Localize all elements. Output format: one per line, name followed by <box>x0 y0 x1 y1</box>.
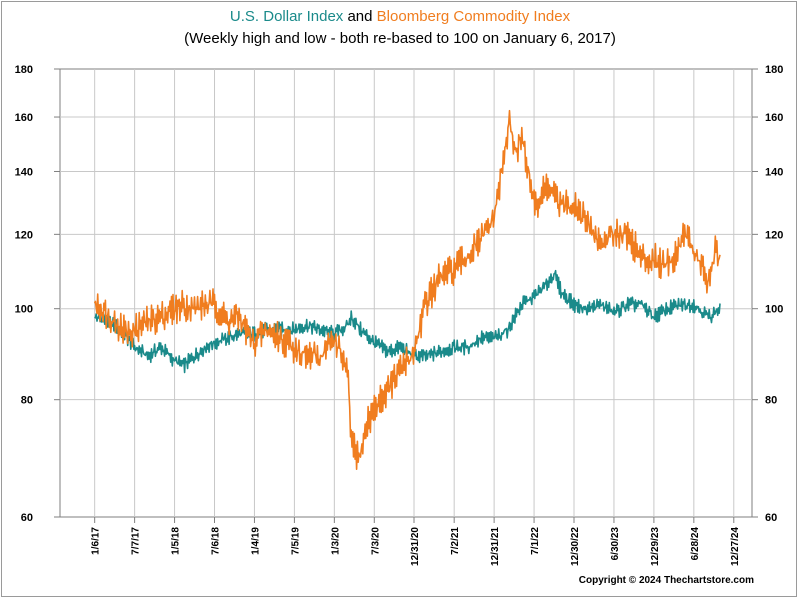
y-tick-label-left: 160 <box>15 112 33 124</box>
x-tick-label: 1/6/17 <box>91 527 102 555</box>
y-axis-right: 60 80 100 120 140 160 180 <box>752 64 783 524</box>
x-tick-label: 12/31/20 <box>410 527 421 566</box>
y-axis-left: 60 80 100 120 140 160 180 <box>15 64 60 524</box>
y-tick-label-right: 100 <box>765 304 783 316</box>
y-tick-label-left: 120 <box>15 229 33 241</box>
title-part-2: Bloomberg Commodity Index <box>376 8 571 25</box>
y-tick-label-left: 100 <box>15 304 33 316</box>
chart-subtitle: (Weekly high and low - both re-based to … <box>184 30 616 47</box>
x-tick-label: 12/31/21 <box>490 527 501 566</box>
title-part-1: and <box>343 8 377 25</box>
y-tick-label-left: 140 <box>15 166 33 178</box>
x-tick-label: 1/3/20 <box>330 527 341 555</box>
y-tick-label-right: 60 <box>765 512 777 524</box>
y-tick-label-right: 80 <box>765 395 777 407</box>
y-tick-label-left: 80 <box>21 395 33 407</box>
series-layer <box>93 109 721 471</box>
x-tick-label: 7/3/20 <box>370 527 381 555</box>
series-line-commodity-index <box>93 109 721 471</box>
x-tick-label: 6/28/24 <box>690 527 701 561</box>
chart-title: U.S. Dollar Index and Bloomberg Commodit… <box>0 8 800 25</box>
plot-area <box>59 68 753 518</box>
x-tick-label: 12/30/22 <box>570 527 581 566</box>
x-tick-label: 7/6/18 <box>211 527 222 555</box>
x-tick-label: 1/4/19 <box>250 527 261 555</box>
x-tick-label: 1/5/18 <box>171 527 182 555</box>
y-tick-label-right: 120 <box>765 229 783 241</box>
y-tick-label-left: 180 <box>15 64 33 76</box>
x-tick-label: 6/30/23 <box>610 527 621 561</box>
x-tick-label: 12/29/23 <box>650 527 661 566</box>
x-tick-label: 7/2/21 <box>450 527 461 555</box>
x-axis: 1/6/17 7/7/17 1/5/18 7/6/18 1/4/19 7/5/19 1/3/… <box>91 517 741 566</box>
x-tick-label: 7/1/22 <box>530 527 541 555</box>
y-tick-label-right: 160 <box>765 112 783 124</box>
copyright-text: Copyright © 2024 Thechartstore.com <box>578 575 754 586</box>
title-part-0: U.S. Dollar Index <box>229 8 344 25</box>
x-tick-label: 7/5/19 <box>290 527 301 555</box>
grid-lines <box>60 69 752 517</box>
x-tick-label: 12/27/24 <box>730 527 741 566</box>
y-tick-label-right: 180 <box>765 64 783 76</box>
y-tick-label-right: 140 <box>765 166 783 178</box>
x-tick-label: 7/7/17 <box>131 527 142 555</box>
y-tick-label-left: 60 <box>21 512 33 524</box>
